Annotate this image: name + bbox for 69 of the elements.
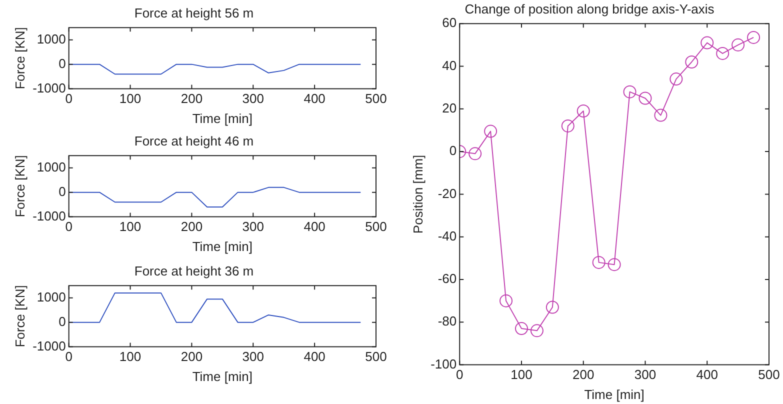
x-tick-label: 400: [304, 219, 326, 234]
y-tick-label: 20: [442, 100, 457, 116]
x-tick-label: 500: [365, 219, 387, 234]
point: [654, 108, 668, 122]
point: [561, 119, 574, 132]
y-axis-title: Force [KN]: [12, 27, 28, 90]
x-axis-title: Time [min]: [192, 238, 253, 254]
y-tick-label: -40: [438, 228, 457, 244]
x-tick-label: 100: [119, 91, 142, 106]
x-tick-label: 200: [180, 91, 203, 106]
x-tick-label: 400: [304, 91, 326, 106]
y-tick-label: 0: [58, 184, 66, 199]
y-tick-label: 1000: [36, 289, 66, 304]
chart-title: Force at height 56 m: [134, 5, 254, 20]
y-axis-title: Force [KN]: [12, 285, 28, 348]
point: [747, 30, 760, 44]
y-tick-label: 0: [449, 143, 457, 158]
x-axis-title: Time [min]: [192, 110, 253, 126]
y-axis-title: Position [mm]: [410, 154, 426, 234]
point: [623, 85, 636, 98]
y-tick-label: 40: [442, 58, 457, 73]
y-tick-label: -1000: [32, 208, 66, 224]
x-tick-label: 300: [242, 219, 264, 234]
point: [500, 294, 513, 308]
x-tick-label: 100: [119, 349, 142, 364]
y-tick-label: 1000: [36, 159, 66, 174]
point: [468, 147, 482, 160]
x-tick-label: 200: [180, 219, 203, 234]
x-tick-label: 500: [365, 349, 387, 364]
x-tick-label: 400: [696, 367, 718, 382]
point: [484, 124, 498, 138]
point: [608, 258, 621, 272]
x-tick-label: 500: [758, 367, 780, 382]
x-tick-label: 300: [242, 91, 264, 106]
y-tick-label: 0: [58, 56, 66, 71]
y-tick-label: -100: [430, 356, 457, 372]
point: [576, 104, 590, 118]
point: [592, 256, 606, 269]
point: [670, 72, 683, 86]
point: [700, 36, 714, 50]
x-axis-title: Time [min]: [192, 368, 253, 384]
x-tick-label: 100: [119, 219, 142, 234]
y-tick-label: -1000: [32, 80, 66, 96]
x-tick-label: 100: [510, 367, 532, 382]
y-tick-label: 60: [442, 15, 457, 30]
y-axis-title: Force [KN]: [12, 155, 28, 218]
point: [530, 324, 544, 338]
y-tick-label: -80: [438, 314, 457, 329]
x-tick-label: 300: [242, 349, 264, 364]
point: [546, 300, 559, 314]
chart-title: Force at height 36 m: [134, 263, 254, 278]
x-tick-label: 300: [634, 367, 656, 382]
point: [685, 55, 698, 68]
point: [732, 38, 745, 52]
chart-title: Force at height 46 m: [134, 133, 254, 148]
y-tick-label: -60: [438, 271, 457, 286]
y-tick-label: -20: [438, 186, 457, 201]
point: [716, 46, 730, 60]
chart-title: Change of position along bridge axis-Y-axis: [464, 1, 715, 16]
point: [514, 322, 528, 336]
y-tick-label: 0: [58, 314, 66, 329]
x-tick-label: 500: [365, 91, 387, 106]
point: [638, 92, 652, 105]
x-tick-label: 400: [304, 349, 326, 364]
x-tick-label: 200: [572, 367, 594, 382]
x-axis-title: Time [min]: [584, 386, 644, 402]
y-tick-label: -1000: [32, 338, 66, 354]
y-tick-label: 1000: [36, 31, 66, 46]
x-tick-label: 200: [180, 349, 203, 364]
